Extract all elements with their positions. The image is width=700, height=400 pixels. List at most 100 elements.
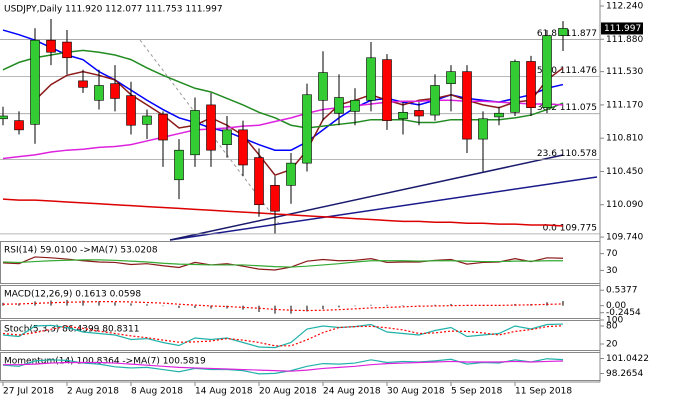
panel-title: MACD(12,26,9) 0.1613 0.0598 <box>4 290 141 300</box>
y-tick-label: 110.090 <box>606 200 643 210</box>
x-tick-label: 27 Jul 2018 <box>3 387 54 397</box>
y-tick-label: 0.00 <box>606 301 626 311</box>
panel-title: RSI(14) 59.0100 ->MA(7) 53.0208 <box>4 246 158 256</box>
y-tick-label: 30 <box>606 266 618 276</box>
candle-body <box>462 71 472 140</box>
candle-body <box>174 149 184 181</box>
histogram-bar <box>130 303 132 306</box>
candle-body <box>478 118 488 140</box>
histogram-bar <box>114 302 116 306</box>
line-series <box>2 198 564 227</box>
x-tick-label: 8 Aug 2018 <box>131 387 183 397</box>
chart-title: USDJPY,Daily 111.920 112.077 111.753 111… <box>4 5 223 15</box>
candle-body <box>430 85 440 116</box>
x-tick-label: 20 Aug 2018 <box>259 387 317 397</box>
line-series <box>2 358 564 375</box>
y-tick-label: 111.880 <box>606 35 643 45</box>
panel-frame <box>0 241 601 284</box>
y-tick-label: 110.450 <box>606 167 643 177</box>
histogram-bar <box>434 304 436 306</box>
line-series <box>2 323 564 349</box>
panel-title: Stoch(5,3,3) 86.4399 80.8311 <box>4 325 139 335</box>
histogram-bar <box>370 304 372 306</box>
candle-body <box>382 59 392 121</box>
candle-body <box>0 115 8 120</box>
candle-body <box>190 110 200 156</box>
candle-body <box>558 28 568 36</box>
trend-line <box>169 176 598 241</box>
histogram-bar <box>386 304 388 306</box>
candle-body <box>94 85 104 101</box>
candle-body <box>526 61 536 108</box>
x-tick-label: 14 Aug 2018 <box>195 387 253 397</box>
candle-body <box>254 157 264 206</box>
y-tick-label: 111.170 <box>606 100 643 110</box>
histogram-bar <box>98 301 100 306</box>
candle-body <box>494 112 504 118</box>
panel-frame <box>0 320 601 351</box>
line-series <box>3 360 564 372</box>
candle-body <box>222 129 232 145</box>
y-tick-label: 80 <box>606 322 618 332</box>
candle-body <box>350 99 360 112</box>
histogram-bar <box>402 305 404 306</box>
candle-body <box>110 83 120 99</box>
panel-title: Momentum(14) 100.8364 ->MA(7) 100.5819 <box>4 357 206 367</box>
candle-body <box>542 35 552 108</box>
y-tick-label: 110.810 <box>606 134 643 144</box>
line-series <box>34 67 564 177</box>
candle-body <box>126 95 136 126</box>
fib-label: 0.0 109.775 <box>543 223 597 233</box>
candle-body <box>318 72 328 101</box>
line-series <box>2 259 564 268</box>
histogram-bar <box>18 303 20 306</box>
price-box <box>601 22 643 35</box>
histogram-bar <box>322 305 324 310</box>
candle-body <box>206 104 216 151</box>
candle-body <box>238 129 248 166</box>
histogram-bar <box>418 305 420 306</box>
candle-body <box>398 111 408 120</box>
y-tick-label: 109.740 <box>606 233 643 243</box>
histogram-bar <box>338 305 340 308</box>
candle-body <box>270 185 280 212</box>
line-series <box>2 256 564 271</box>
histogram-bar <box>82 300 84 306</box>
y-tick-label: 112.240 <box>606 2 643 12</box>
x-tick-label: 2 Aug 2018 <box>67 387 119 397</box>
candle-body <box>46 39 56 53</box>
y-tick-label: 70 <box>606 249 618 259</box>
histogram-bar <box>146 304 148 306</box>
x-tick-label: 5 Sep 2018 <box>451 387 503 397</box>
fib-label: 50.0 111.476 <box>537 66 597 76</box>
y-tick-label: 20 <box>606 340 618 350</box>
y-tick-label: 101.0422 <box>606 354 649 364</box>
x-tick-label: 30 Aug 2018 <box>387 387 445 397</box>
histogram-bar <box>210 305 212 309</box>
histogram-bar <box>194 305 196 308</box>
y-tick-label: 100 <box>606 316 623 326</box>
histogram-bar <box>562 301 564 306</box>
candle-body <box>286 162 296 186</box>
panel-frame <box>0 285 601 319</box>
candle-body <box>158 113 168 141</box>
candle-body <box>446 71 456 84</box>
histogram-bar <box>450 303 452 306</box>
trend-line <box>169 154 564 241</box>
candle-body <box>62 41 72 59</box>
current-price: 111.997 <box>604 24 641 34</box>
candle-body <box>30 39 40 125</box>
fib-label: 38.2 111.075 <box>537 103 597 113</box>
candle-body <box>302 94 312 164</box>
y-tick-label: -0.2454 <box>606 308 641 318</box>
x-tick-label: 11 Sep 2018 <box>515 387 572 397</box>
y-tick-label: 98.2654 <box>606 369 643 379</box>
line-series <box>2 301 564 312</box>
y-tick-label: 111.530 <box>606 67 643 77</box>
panel-frame <box>0 352 601 381</box>
candle-body <box>334 97 344 114</box>
histogram-bar <box>178 305 180 308</box>
histogram-bar <box>354 305 356 307</box>
candle-body <box>14 120 24 131</box>
